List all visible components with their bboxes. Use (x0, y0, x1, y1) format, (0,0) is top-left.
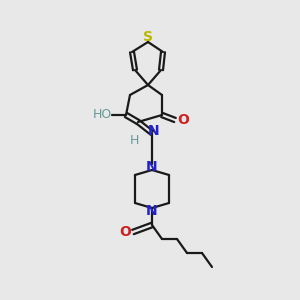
Text: N: N (148, 124, 160, 138)
Text: O: O (177, 113, 189, 127)
Text: O: O (119, 225, 131, 239)
Text: N: N (146, 160, 158, 174)
Text: HO: HO (92, 109, 112, 122)
Text: N: N (146, 204, 158, 218)
Text: H: H (129, 134, 139, 146)
Text: S: S (143, 30, 153, 44)
